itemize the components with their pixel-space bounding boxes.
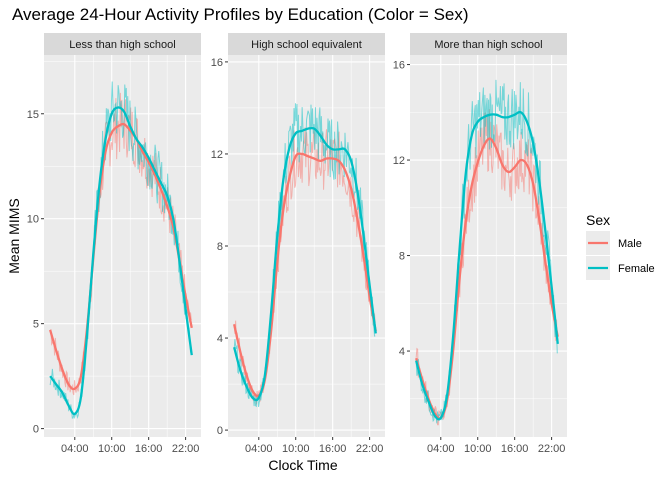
- facet-panel-less-than-high-school: Less than high school 0 5 10 15 04:00 10:00 16:…: [27, 33, 201, 455]
- y-tick-label: 10: [27, 214, 39, 226]
- x-tick-label: 10:00: [282, 443, 310, 455]
- y-tick-label: 12: [211, 149, 223, 161]
- facet-strip-label: High school equivalent: [251, 39, 362, 51]
- series-line-male: [49, 122, 193, 391]
- x-tick-label: 04:00: [245, 443, 273, 455]
- y-tick-label: 16: [211, 57, 223, 69]
- y-tick-label: 8: [217, 241, 223, 253]
- facet-strip-label: More than high school: [434, 39, 542, 51]
- y-tick-label: 4: [399, 346, 405, 358]
- y-tick-label: 5: [33, 319, 39, 331]
- raw-series-female: [415, 79, 558, 424]
- y-tick-label: 0: [217, 425, 223, 437]
- legend-label-female: Female: [618, 263, 655, 275]
- y-axis-title: Mean MIMS: [6, 198, 22, 273]
- x-tick-label: 22:00: [538, 443, 566, 455]
- x-tick-label: 22:00: [356, 443, 384, 455]
- x-tick-label: 10:00: [464, 443, 492, 455]
- x-tick-label: 16:00: [501, 443, 529, 455]
- x-tick-label: 16:00: [135, 443, 163, 455]
- raw-series-male: [415, 109, 558, 426]
- x-tick-label: 22:00: [172, 443, 200, 455]
- facet-panel-more-than-high-school: More than high school 4 8 12 16 04:00 10:00 16:…: [393, 33, 567, 455]
- series-line-female: [233, 126, 377, 402]
- y-tick-label: 4: [217, 333, 223, 345]
- facet-panels: Less than high school 0 5 10 15 04:00 10:00 16:…: [27, 33, 567, 455]
- x-tick-label: 10:00: [98, 443, 126, 455]
- y-tick-label: 16: [393, 60, 405, 72]
- x-tick-label: 04:00: [427, 443, 455, 455]
- x-tick-label: 16:00: [319, 443, 347, 455]
- y-tick-label: 8: [399, 251, 405, 263]
- y-tick-label: 15: [27, 109, 39, 121]
- series-line-male: [233, 152, 377, 398]
- legend-label-male: Male: [618, 238, 642, 250]
- x-axis-title: Clock Time: [268, 457, 337, 473]
- facet-strip-label: Less than high school: [69, 39, 175, 51]
- facet-strip: [228, 33, 385, 55]
- chart-title: Average 24-Hour Activity Profiles by Edu…: [12, 5, 469, 24]
- y-tick-label: 12: [393, 155, 405, 167]
- facet-panel-high-school-equivalent: High school equivalent 0 4 8 12 16 04:00 10:00 1…: [211, 33, 385, 455]
- y-tick-label: 0: [33, 424, 39, 436]
- legend-title: Sex: [586, 212, 610, 228]
- x-tick-label: 04:00: [61, 443, 89, 455]
- facet-strip: [410, 33, 567, 55]
- series-line-female: [49, 106, 193, 416]
- facet-strip: [44, 33, 201, 55]
- legend: Sex Male Female: [586, 212, 655, 280]
- series-line-female: [415, 110, 559, 421]
